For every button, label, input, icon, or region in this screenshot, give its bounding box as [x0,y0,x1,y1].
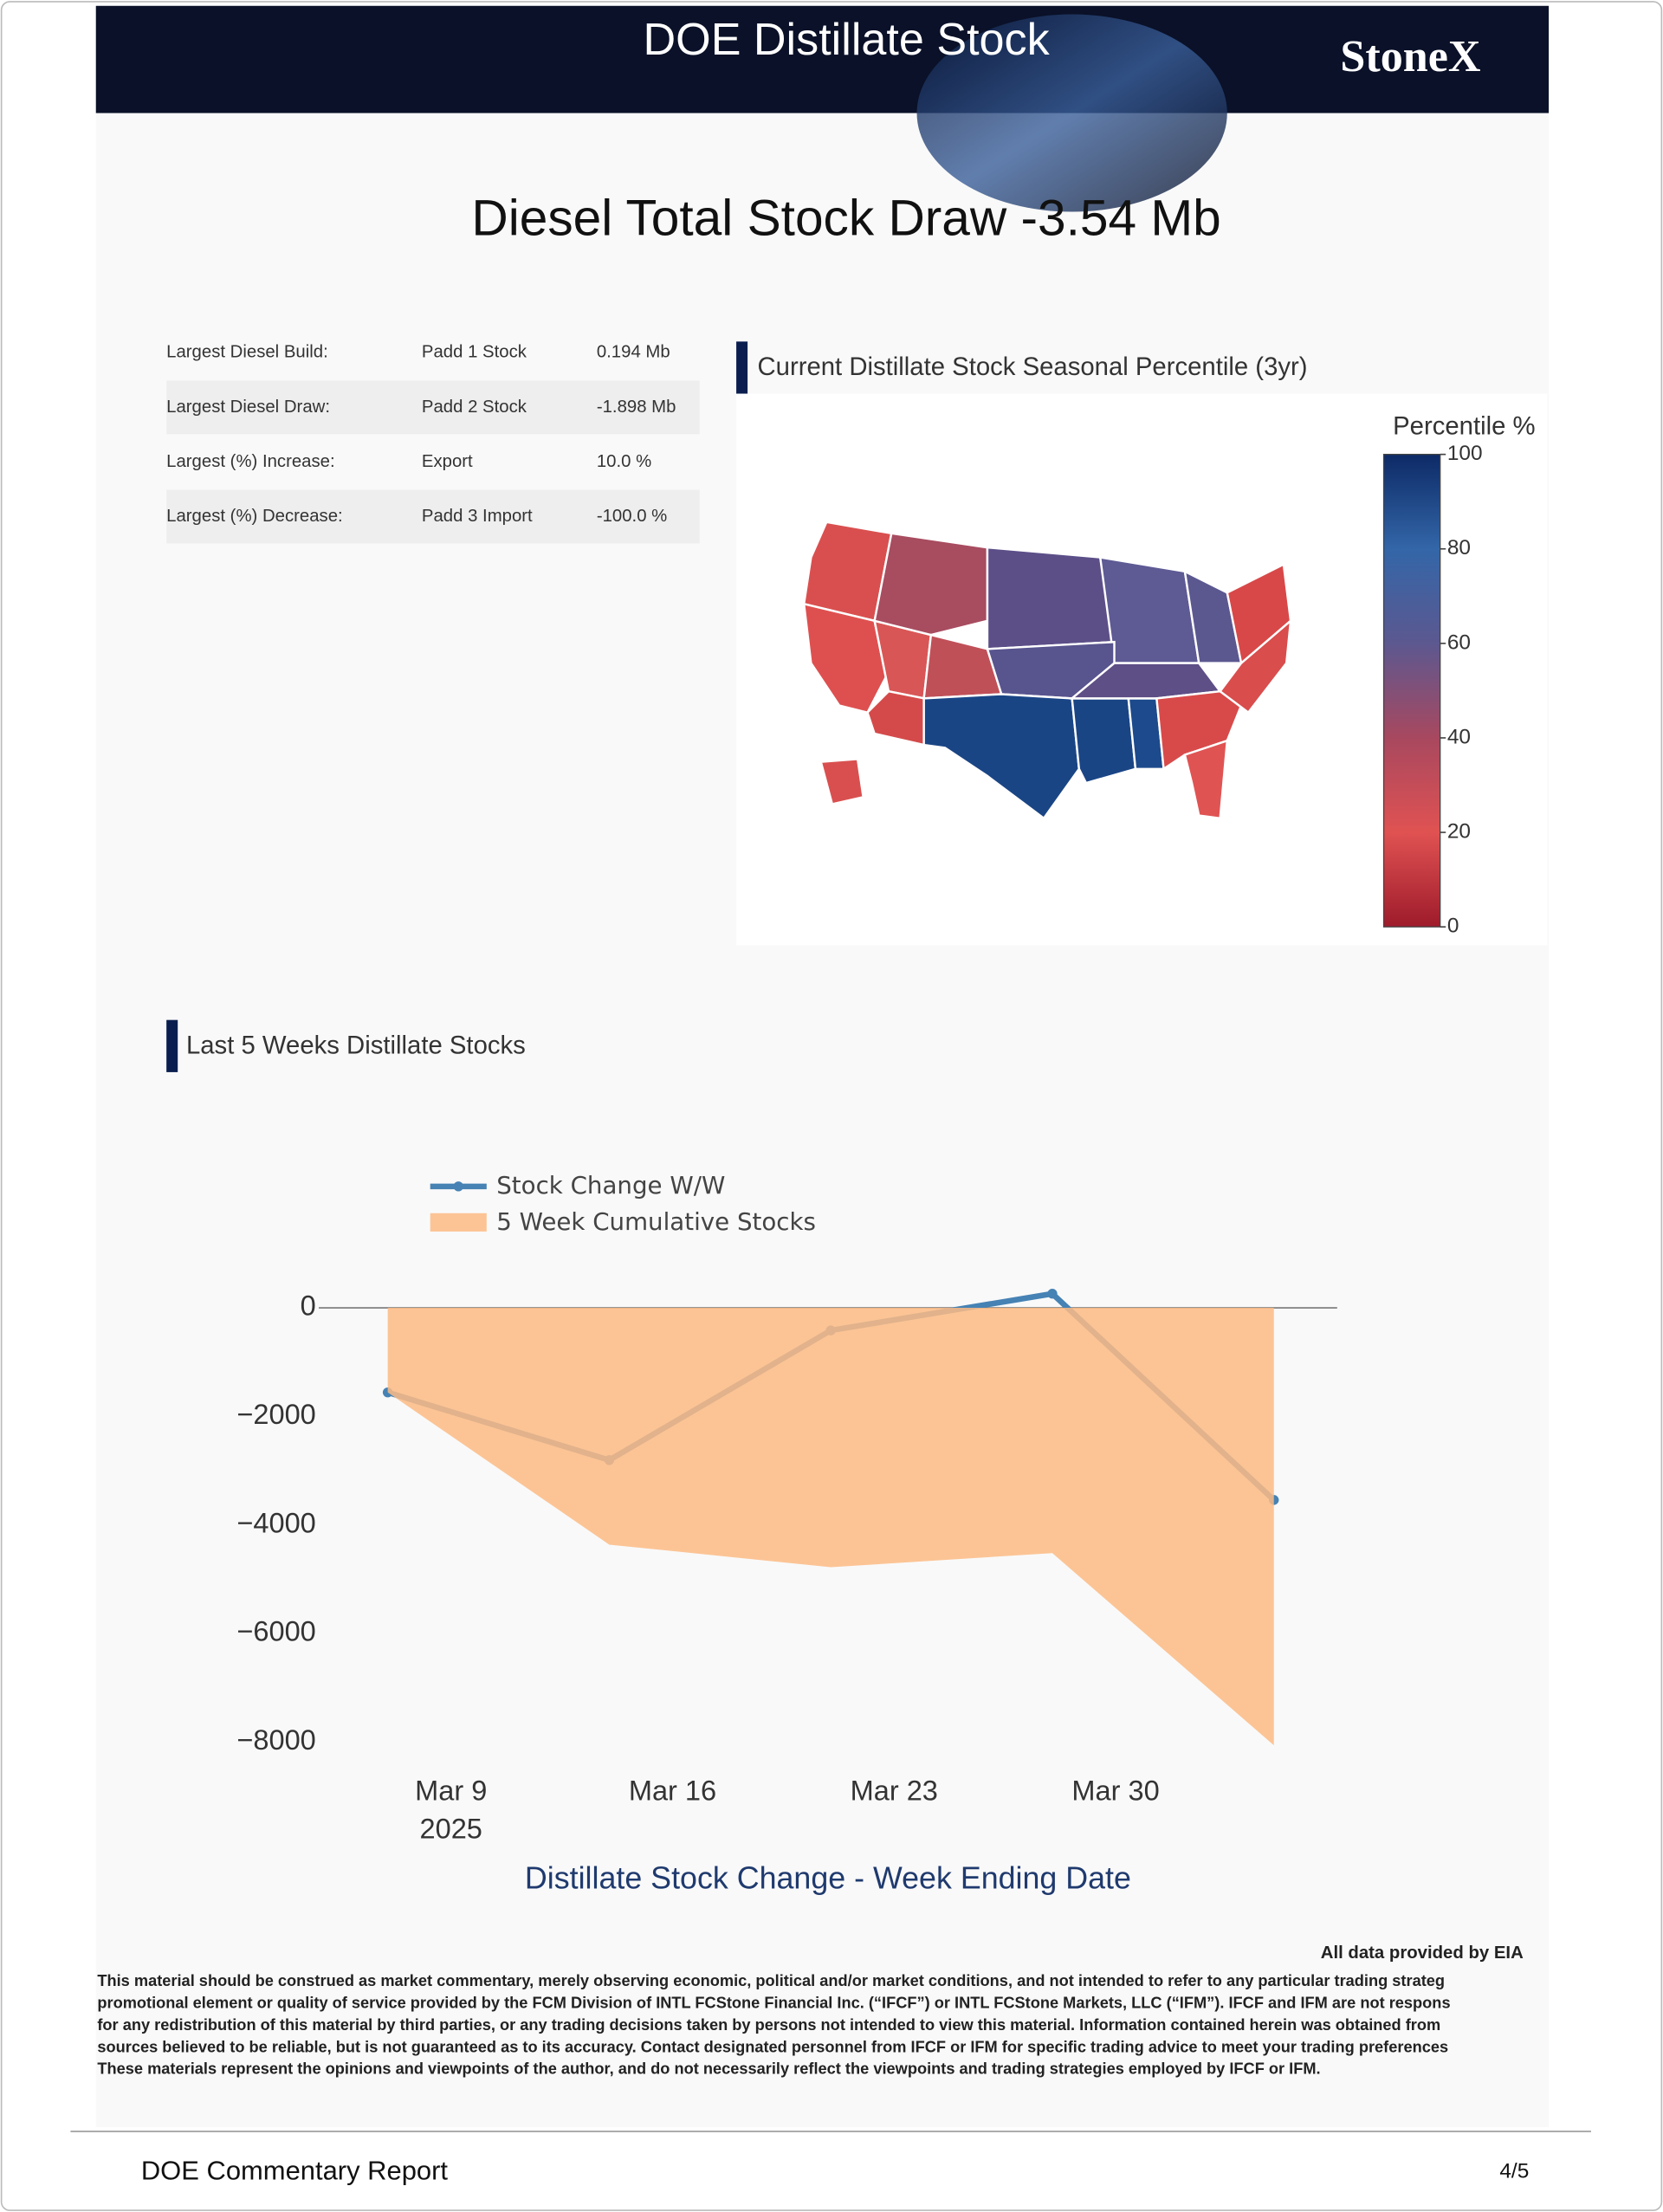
map-title: Current Distillate Stock Seasonal Percen… [758,352,1308,381]
legend-label: Stock Change W/W [496,1171,725,1200]
colorbar-tick-label: 20 [1447,820,1471,844]
x-axis-title: Distillate Stock Change - Week Ending Da… [525,1861,1131,1896]
table-cell: 10.0 % [597,452,651,471]
table-cell: Padd 2 Stock [422,398,527,417]
table-row-bg [166,380,700,435]
section-marker [166,1019,178,1072]
y-tick-label: −2000 [236,1399,315,1430]
y-tick-label: −8000 [236,1724,315,1756]
disclaimer: This material should be construed as mar… [97,1971,1450,2078]
colorbar-title: Percentile % [1393,411,1535,440]
data-point [1047,1289,1058,1299]
legend-label: 5 Week Cumulative Stocks [496,1207,816,1236]
y-tick-label: 0 [301,1290,316,1322]
colorbar-tick-label: 0 [1447,915,1459,938]
table-cell: Largest (%) Decrease: [166,507,343,526]
section-marker [736,341,748,394]
source-note: All data provided by EIA [1321,1944,1524,1963]
page-title: Diesel Total Stock Draw -3.54 Mb [471,190,1220,246]
section-title: Last 5 Weeks Distillate Stocks [186,1031,526,1059]
colorbar-tick-label: 40 [1447,725,1471,748]
legend-swatch [430,1213,487,1232]
disclaimer-line: promotional element or quality of servic… [97,1994,1450,2012]
banner-earth [916,14,1227,212]
data-area [387,1308,1274,1746]
footer-left: DOE Commentary Report [141,2155,449,2185]
footer-right: 4/5 [1499,2160,1529,2183]
x-tick-sublabel: 2025 [420,1814,482,1845]
line-chart: 0 −2000 −4000 −6000 −8000 Mar 9 2025 Mar 16 Mar … [236,1171,1337,1845]
disclaimer-line: This material should be construed as mar… [97,1971,1445,1989]
table-cell: Largest (%) Increase: [166,452,334,471]
table-cell: Largest Diesel Draw: [166,398,330,417]
table-row-bg [166,489,700,544]
x-tick-label: Mar 9 [415,1775,487,1807]
y-tick-label: −4000 [236,1507,315,1538]
table-cell: 0.194 Mb [597,343,670,362]
colorbar-tick-label: 80 [1447,536,1471,559]
x-tick-label: Mar 30 [1071,1775,1159,1807]
x-tick-label: Mar 23 [851,1775,938,1807]
colorbar-tick-label: 100 [1447,442,1483,465]
banner [95,5,1550,113]
table-cell: -1.898 Mb [597,398,676,417]
disclaimer-line: sources believed to be reliable, but is … [97,2037,1448,2055]
colorbar [1382,453,1441,928]
summary-table: Largest Diesel Build: Padd 1 Stock 0.194 M… [166,343,700,544]
y-tick-label: −6000 [236,1616,315,1647]
logo: StoneX [1340,32,1480,81]
disclaimer-line: for any redistribution of this material … [97,2015,1440,2034]
x-tick-label: Mar 16 [629,1775,716,1807]
table-cell: Export [422,452,473,471]
table-cell: Padd 3 Import [422,507,533,526]
disclaimer-line: These materials represent the opinions a… [97,2060,1320,2078]
us-map [802,521,1292,820]
legend-swatch-dot [453,1181,463,1192]
table-cell: -100.0 % [597,507,667,526]
table-cell: Largest Diesel Build: [166,343,328,362]
banner-title: DOE Distillate Stock [644,15,1051,65]
table-cell: Padd 1 Stock [422,343,527,362]
colorbar-ticks: 0 20 40 60 80 100 [1440,442,1483,938]
colorbar-tick-label: 60 [1447,631,1471,654]
